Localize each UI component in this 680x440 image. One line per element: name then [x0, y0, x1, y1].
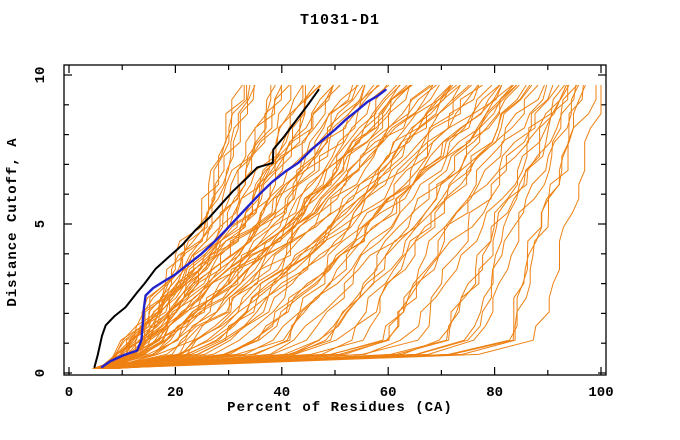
orange-model-curve [95, 84, 390, 369]
x-tick-label: 100 [588, 385, 613, 401]
x-tick-label: 80 [486, 385, 503, 401]
chart-title: T1031-D1 [299, 12, 380, 29]
orange-model-curve [92, 84, 359, 369]
orange-model-curve [93, 84, 570, 369]
orange-model-curve [106, 84, 483, 369]
orange-model-curve [107, 84, 461, 369]
orange-model-curve [110, 84, 452, 369]
y-tick-label: 10 [33, 67, 49, 84]
orange-model-curve [109, 84, 248, 369]
orange-model-curve [114, 84, 412, 369]
orange-model-curve [96, 84, 548, 369]
orange-model-curve [96, 84, 306, 369]
orange-model-curve [100, 84, 567, 369]
orange-model-curve [93, 84, 500, 369]
orange-model-curve [104, 84, 437, 369]
orange-model-curve [112, 84, 374, 369]
orange-model-curve [95, 84, 514, 369]
orange-model-curve [109, 84, 334, 369]
orange-model-curve [104, 84, 408, 369]
orange-model-curve [113, 84, 440, 369]
y-tick-label: 0 [33, 369, 49, 377]
orange-model-curve [100, 84, 413, 369]
highlighted-model-blue [100, 88, 387, 369]
orange-model-curve [102, 84, 251, 369]
orange-model-curve [111, 84, 282, 369]
orange-model-curve [97, 84, 579, 369]
orange-model-curve [110, 84, 514, 369]
orange-model-curve [114, 84, 533, 369]
orange-model-curve [94, 84, 358, 369]
x-axis-label: Percent of Residues (CA) [227, 400, 453, 416]
orange-model-curve [115, 84, 461, 369]
orange-model-curve [104, 84, 602, 369]
orange-model-curve [102, 84, 493, 369]
orange-model-curve [95, 84, 597, 369]
orange-model-curve [96, 84, 527, 369]
orange-model-curve [101, 84, 584, 369]
y-tick-label: 5 [33, 220, 49, 228]
orange-model-curve [104, 84, 513, 369]
x-tick-label: 0 [65, 385, 73, 401]
x-tick-label: 60 [380, 385, 397, 401]
orange-model-curve [94, 84, 539, 369]
orange-model-curve [109, 84, 520, 369]
orange-model-curve [96, 84, 411, 369]
orange-model-curve [100, 84, 472, 369]
orange-model-curve [96, 84, 283, 369]
orange-model-curve [112, 84, 560, 369]
x-tick-label: 40 [273, 385, 290, 401]
x-tick-label: 20 [167, 385, 184, 401]
orange-model-curve [103, 84, 554, 369]
highlighted-model-black [93, 88, 320, 368]
orange-model-curve [108, 84, 567, 369]
orange-model-curve [100, 84, 578, 369]
orange-model-curve [114, 84, 517, 369]
orange-model-curve [115, 84, 433, 369]
orange-model-curve [110, 84, 451, 369]
orange-model-curve [102, 84, 479, 369]
orange-model-curve [99, 84, 502, 369]
orange-model-curve [104, 84, 569, 369]
